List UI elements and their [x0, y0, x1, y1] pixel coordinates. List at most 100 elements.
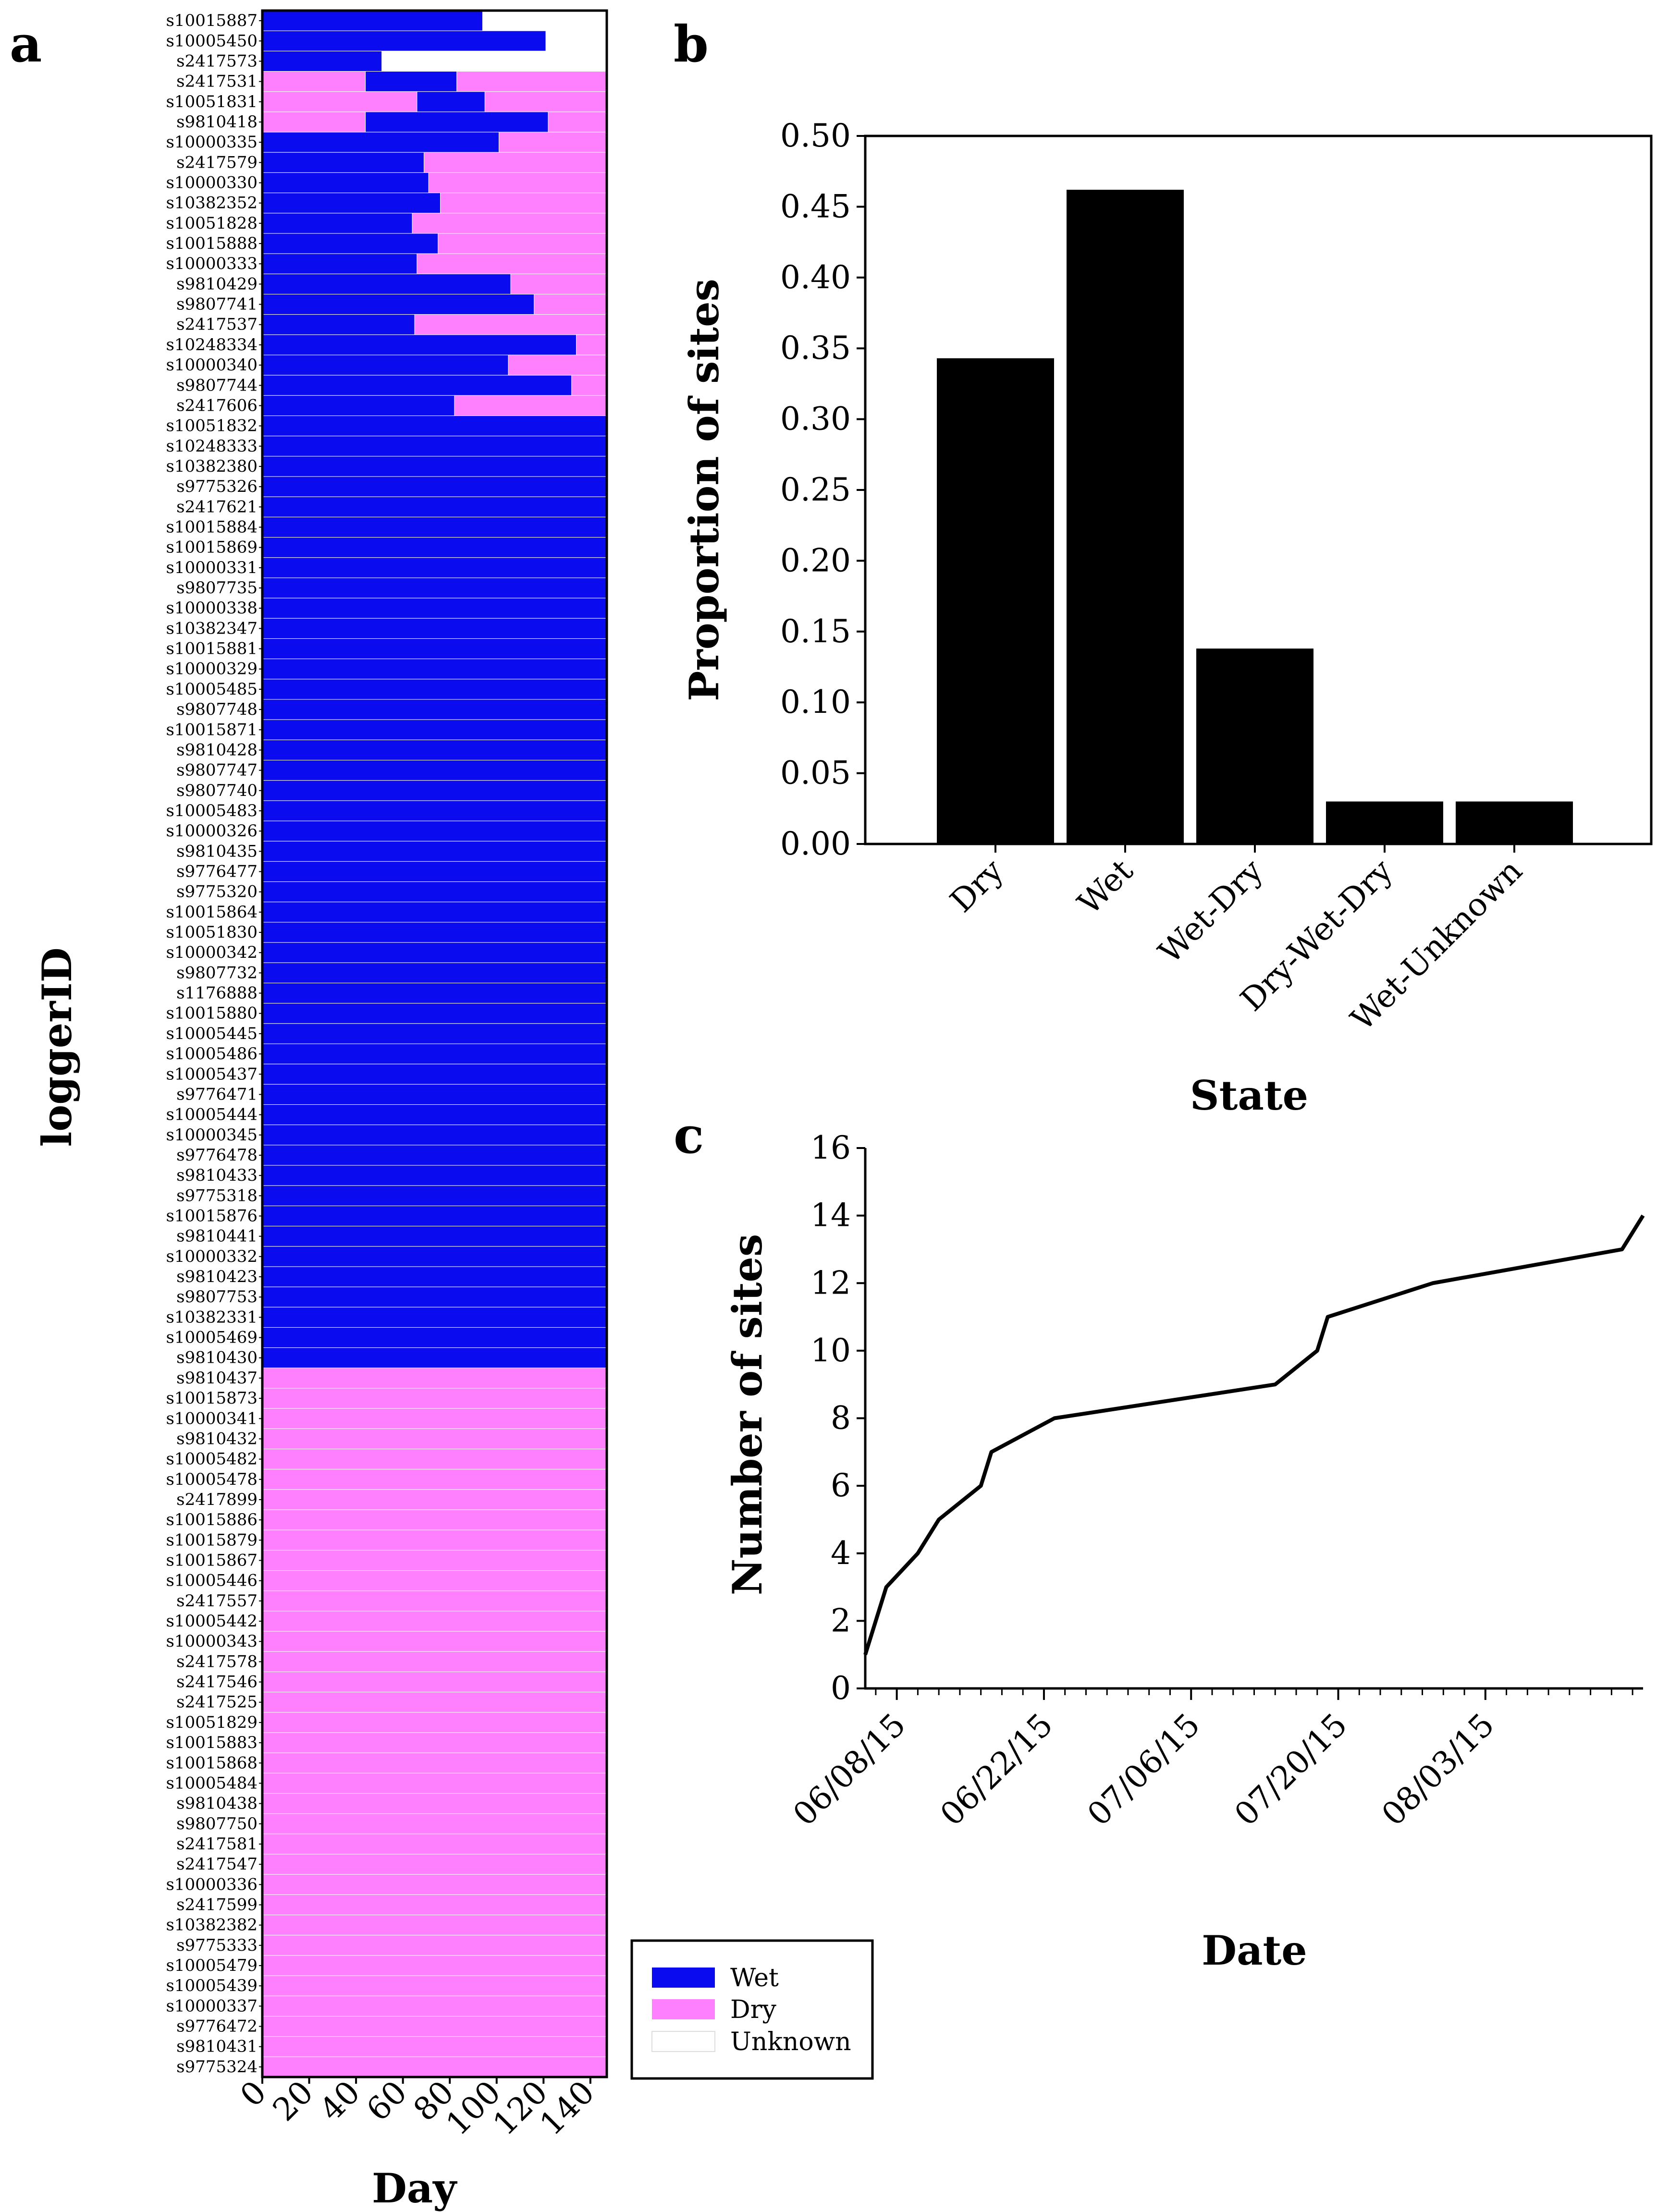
legend-swatch-wet — [652, 1968, 715, 1988]
a-ytick-label: s9810435 — [176, 842, 258, 861]
a-bar-s9810435-wet-0 — [262, 841, 607, 861]
a-ytick-label: s10248333 — [166, 437, 258, 456]
a-ytick-label: s10015883 — [166, 1733, 258, 1752]
a-ytick-label: s10000332 — [166, 1247, 258, 1266]
a-ytick-label: s9807747 — [176, 761, 258, 780]
a-bar-s1176888-wet-0 — [262, 983, 607, 1003]
a-bar-s10382382-dry-0 — [262, 1915, 607, 1935]
a-ytick-label: s2417573 — [176, 51, 258, 71]
a-ytick-label: s9810430 — [176, 1348, 258, 1368]
c-xtick-label: 07/06/15 — [1080, 1706, 1207, 1833]
a-bar-s2417546-dry-0 — [262, 1672, 607, 1692]
a-bar-s9810432-dry-0 — [262, 1429, 607, 1449]
a-xtick-label: 0 — [233, 2074, 273, 2114]
a-bar-s10005469-wet-0 — [262, 1327, 607, 1347]
c-ytick-label: 14 — [810, 1197, 851, 1234]
a-bar-s10382331-wet-0 — [262, 1307, 607, 1327]
c-ytick-label: 4 — [831, 1535, 851, 1572]
a-ytick-label: s2417547 — [176, 1855, 258, 1874]
a-bar-s2417573-wet-0 — [262, 51, 382, 71]
b-bar-dry — [937, 358, 1054, 844]
a-x-axis-title: Day — [372, 2164, 457, 2212]
b-bar-wet-unknown — [1456, 802, 1573, 844]
a-bar-s10005482-dry-0 — [262, 1449, 607, 1469]
a-bar-s10000326-wet-0 — [262, 821, 607, 841]
a-bar-s10015888-dry-1 — [438, 233, 607, 254]
legend-label-dry: Dry — [730, 1995, 777, 2024]
a-ytick-label: s2417579 — [176, 153, 258, 172]
a-ytick-label: s10005446 — [166, 1571, 258, 1590]
a-ytick-label: s10051831 — [166, 92, 258, 111]
a-bar-s10015876-wet-0 — [262, 1206, 607, 1226]
a-ytick-label: s10000336 — [166, 1875, 258, 1894]
a-ytick-label: s2417899 — [176, 1490, 258, 1509]
a-ytick-label: s9807741 — [176, 295, 258, 314]
panel-a-chart: s10015887s10005450s2417573s2417531s10051… — [33, 11, 607, 2212]
a-bar-s2417578-dry-0 — [262, 1651, 607, 1672]
c-ytick-label: 8 — [831, 1400, 851, 1437]
a-ytick-label: s9776471 — [176, 1085, 258, 1104]
a-ytick-label: s10000329 — [166, 660, 258, 679]
a-y-axis-title: loggerID — [33, 947, 81, 1147]
a-bar-s9810441-wet-0 — [262, 1226, 607, 1247]
a-bar-s2417579-dry-1 — [424, 152, 607, 172]
figure: a b c s10015887s10005450s2417573s2417531… — [0, 0, 1657, 2212]
a-bars — [262, 11, 607, 2077]
a-bar-s10382352-dry-1 — [441, 193, 607, 213]
a-ytick-label: s10015876 — [166, 1207, 258, 1226]
a-ytick-label: s10005444 — [166, 1105, 258, 1124]
a-bar-s10000343-dry-0 — [262, 1631, 607, 1651]
a-ytick-label: s9810433 — [176, 1166, 258, 1185]
a-ytick-label: s9807740 — [176, 781, 258, 800]
b-ytick-label: 0.30 — [780, 401, 851, 438]
legend-label-wet: Wet — [730, 1964, 779, 1992]
a-ytick-label: s10015869 — [166, 538, 258, 557]
a-ytick-label: s2417531 — [176, 72, 258, 91]
a-bar-s10005486-wet-0 — [262, 1044, 607, 1064]
a-ytick-label: s10005439 — [166, 1976, 258, 1995]
b-ytick-label: 0.15 — [780, 613, 851, 650]
a-ytick-label: s10000337 — [166, 1996, 258, 2016]
a-bar-s10000342-wet-0 — [262, 942, 607, 963]
a-bar-s9810429-wet-0 — [262, 274, 511, 294]
a-bar-s10015887-unknown-1 — [482, 11, 607, 31]
a-bar-s10000337-dry-0 — [262, 1996, 607, 2016]
a-ytick-label: s9810441 — [176, 1227, 258, 1246]
a-ytick-label: s10382347 — [166, 619, 258, 638]
a-bar-s9810433-wet-0 — [262, 1165, 607, 1185]
a-bar-s10000330-dry-1 — [429, 172, 607, 193]
c-ytick-label: 12 — [810, 1264, 851, 1301]
a-ytick-label: s10015879 — [166, 1530, 258, 1550]
a-bar-s2417606-wet-0 — [262, 395, 454, 416]
a-bar-s10000333-dry-1 — [417, 254, 607, 274]
a-bar-s10015881-wet-0 — [262, 638, 607, 659]
a-ytick-label: s10000330 — [166, 173, 258, 193]
c-ytick-label: 6 — [831, 1467, 851, 1504]
a-bar-s10382347-wet-0 — [262, 618, 607, 638]
a-ytick-label: s10382382 — [166, 1916, 258, 1935]
c-ytick-label: 10 — [810, 1332, 851, 1369]
a-bar-s10005479-dry-0 — [262, 1955, 607, 1976]
c-ytick-label: 2 — [831, 1602, 851, 1639]
a-ytick-label: s10015887 — [166, 11, 258, 30]
a-bar-s10015873-dry-0 — [262, 1388, 607, 1408]
a-bar-s10015887-wet-0 — [262, 11, 482, 31]
a-bar-s9775326-wet-0 — [262, 477, 607, 497]
b-yticks: 0.000.050.100.150.200.250.300.350.400.45… — [780, 117, 865, 862]
a-bar-s10382380-wet-0 — [262, 456, 607, 477]
a-ylabels: s10015887s10005450s2417573s2417531s10051… — [166, 11, 262, 2077]
b-ytick-label: 0.25 — [780, 471, 851, 508]
a-bar-s9776471-wet-0 — [262, 1084, 607, 1104]
a-bar-s10000335-dry-1 — [499, 132, 607, 152]
a-bar-s10000340-dry-1 — [508, 355, 607, 375]
a-ytick-label: s10015864 — [166, 903, 258, 922]
a-bar-s9810428-wet-0 — [262, 740, 607, 760]
b-ytick-label: 0.20 — [780, 542, 851, 579]
a-bar-s10015886-dry-0 — [262, 1510, 607, 1530]
a-bar-s2417547-dry-0 — [262, 1854, 607, 1874]
a-bar-s9810418-wet-1 — [366, 112, 548, 132]
a-bar-s9810431-dry-0 — [262, 2037, 607, 2057]
a-ytick-label: s10015871 — [166, 720, 258, 739]
a-ytick-label: s9807753 — [176, 1287, 258, 1307]
b-bar-wet-dry — [1196, 648, 1313, 844]
